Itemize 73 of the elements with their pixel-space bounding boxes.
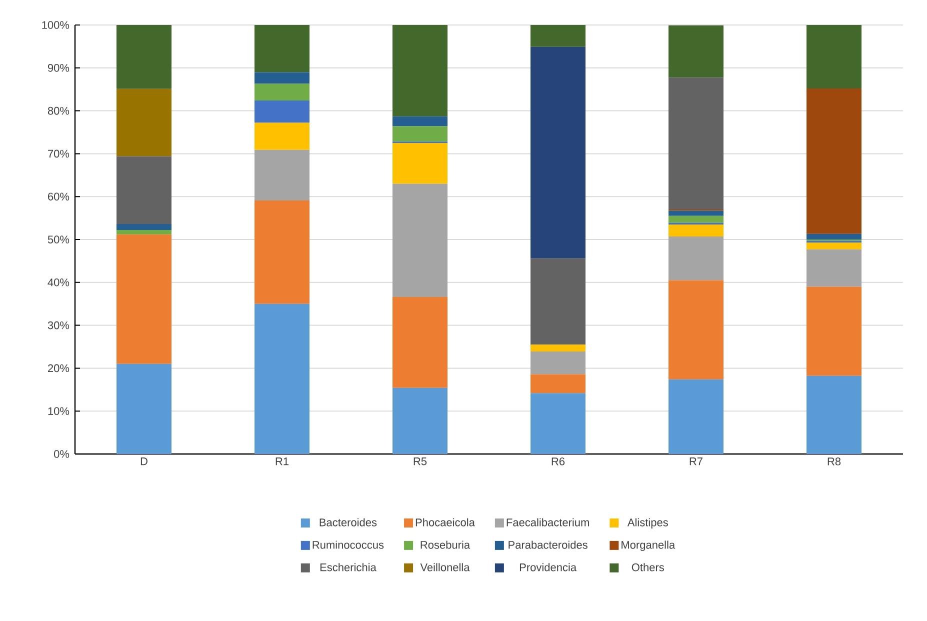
bar <box>392 24 448 116</box>
bar <box>254 72 310 84</box>
legend-label: Others <box>632 563 664 572</box>
y-tick-label: 70% <box>48 150 70 158</box>
y-tick-label: 40% <box>48 278 70 286</box>
legend-label: Morganella <box>622 540 676 551</box>
bar <box>806 24 862 88</box>
bar <box>116 24 172 89</box>
bar <box>668 236 724 280</box>
bar <box>806 376 862 454</box>
y-tick-label: 90% <box>48 64 70 72</box>
bar <box>530 258 586 345</box>
legend-label: Bacteroides <box>320 518 377 526</box>
x-tick-label: R1 <box>276 458 288 466</box>
bar <box>806 88 862 234</box>
bar <box>530 374 586 394</box>
y-tick-label: 100% <box>42 21 70 29</box>
y-tick-label: 80% <box>48 106 70 115</box>
bar <box>392 296 448 388</box>
bar <box>806 249 862 287</box>
bar <box>806 234 862 240</box>
bar <box>254 24 310 72</box>
legend-label: Faecalibacterium <box>506 518 589 526</box>
y-tick-label: 20% <box>48 364 70 372</box>
bar <box>116 156 172 224</box>
bar <box>668 224 724 236</box>
bar <box>254 122 310 150</box>
bar <box>530 393 586 454</box>
bar <box>392 388 448 454</box>
bar <box>254 150 310 200</box>
bar <box>116 224 172 230</box>
bar <box>116 364 172 454</box>
y-tick-label: 50% <box>48 236 70 244</box>
bar <box>116 88 172 156</box>
bar <box>668 25 724 78</box>
bar <box>668 280 724 380</box>
bar <box>254 100 310 123</box>
legend-label: Providencia <box>520 563 577 572</box>
legend-label: Ruminococcus <box>312 540 384 549</box>
bar <box>254 200 310 304</box>
bar <box>668 210 724 216</box>
legend-label: Escherichia <box>320 563 376 572</box>
bar <box>530 344 586 352</box>
legend-label: Veillonella <box>420 563 470 572</box>
bar <box>668 379 724 454</box>
bar <box>806 242 862 250</box>
bar <box>116 234 172 364</box>
bar <box>530 24 586 47</box>
bar <box>530 46 586 258</box>
bar <box>392 116 448 126</box>
bar <box>668 216 724 223</box>
y-tick-label: 30% <box>48 321 70 330</box>
legend-label: Parabacteroides <box>508 540 588 549</box>
x-tick-label: R7 <box>690 458 702 466</box>
bar <box>392 184 448 297</box>
legend-label: Alistipes <box>627 518 668 528</box>
x-tick-label: R6 <box>552 458 565 466</box>
bar <box>254 304 310 454</box>
legend-label: Phocaeicola <box>416 518 475 526</box>
y-tick-label: 10% <box>48 407 70 415</box>
bar <box>392 126 448 142</box>
bar <box>392 142 448 184</box>
bar <box>668 77 724 210</box>
x-tick-label: R5 <box>414 458 427 466</box>
x-tick-label: D <box>140 458 148 466</box>
legend-label: Roseburia <box>420 540 470 549</box>
y-tick-label: 0% <box>54 450 70 458</box>
bar <box>806 286 862 376</box>
bar <box>530 351 586 374</box>
bar <box>116 230 172 234</box>
bar <box>254 84 310 100</box>
x-tick-label: R8 <box>828 458 841 466</box>
y-tick-label: 60% <box>48 192 70 200</box>
